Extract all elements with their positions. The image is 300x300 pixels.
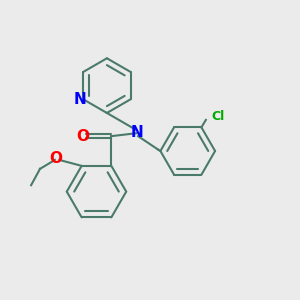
Text: Cl: Cl xyxy=(211,110,224,123)
Text: O: O xyxy=(49,151,62,166)
Text: N: N xyxy=(130,125,143,140)
Text: N: N xyxy=(74,92,87,107)
Text: O: O xyxy=(76,129,89,144)
